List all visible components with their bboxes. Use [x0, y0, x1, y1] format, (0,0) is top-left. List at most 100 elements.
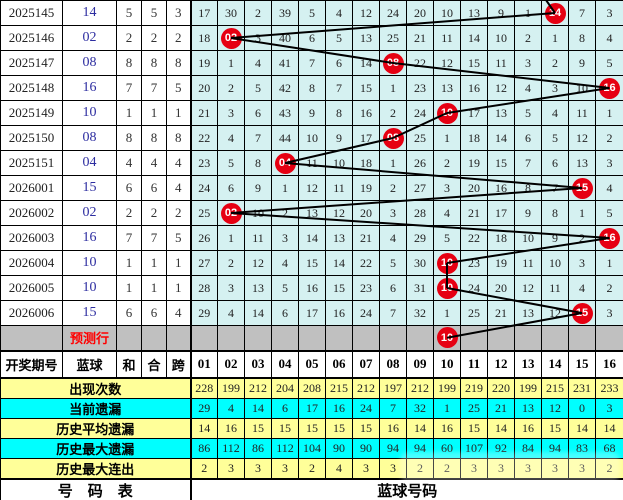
stat-row: 历史最大连出 2 3 3 3 2 4 3 3 2 2 3 3 3 3 3 2 — [0, 457, 623, 479]
grid-cell: 5 — [217, 150, 245, 176]
grid-cell: 2 — [568, 225, 596, 251]
blue-number-cell: 15 — [62, 300, 117, 326]
grid-cell: 11 — [433, 25, 461, 51]
stat-value-cell: 94 — [406, 437, 434, 459]
grid-cell: 22 — [460, 225, 488, 251]
grid-cell: 2 — [217, 250, 245, 276]
stat-value-cell: 15 — [460, 417, 488, 439]
grid-cell: 2 — [541, 50, 569, 76]
grid-cell: 30 — [217, 0, 245, 26]
grid-cell: 23 — [460, 250, 488, 276]
grid-cell: 12 — [433, 50, 461, 76]
stat-value-cell: 2 — [298, 457, 326, 479]
grid-cell: 2 — [244, 0, 272, 26]
grid-cell: 25 — [460, 300, 488, 326]
stat-value-cell: 16 — [325, 397, 353, 419]
col-number: 10 — [433, 349, 461, 379]
grid-cell: 18 — [460, 125, 488, 151]
draw-row: 2025147 08 8 8 8 19 1 4 41 7 6 14 08 22 12 15 11 3 2 9 5 — [0, 50, 623, 76]
span-cell: 5 — [166, 225, 191, 251]
blue-number-cell: 10 — [62, 275, 117, 301]
grid-cell: 7 — [568, 0, 596, 26]
grid-cell: 17 — [298, 300, 326, 326]
grid-cell: 7 — [325, 75, 353, 101]
grid-cell: 13 — [298, 200, 326, 226]
grid-cell: 17 — [352, 125, 380, 151]
stat-value-cell: 83 — [568, 437, 596, 459]
grid-cell: 12 — [298, 175, 326, 201]
stat-label: 当前遗漏 — [0, 397, 191, 419]
blue-number-cell: 08 — [62, 50, 117, 76]
header-he: 合 — [141, 349, 167, 379]
grid-cell: 16 — [595, 225, 623, 251]
blue-number-cell: 14 — [62, 0, 117, 26]
grid-cell: 22 — [406, 50, 434, 76]
grid-cell: 20 — [460, 175, 488, 201]
grid-cell: 14 — [244, 300, 272, 326]
he-cell: 8 — [141, 50, 167, 76]
header-sum: 和 — [116, 349, 142, 379]
grid-cell: 12 — [487, 75, 515, 101]
prediction-grid-cell — [487, 325, 515, 351]
stat-value-cell: 60 — [433, 437, 461, 459]
he-cell: 1 — [141, 275, 167, 301]
stat-value-cell: 14 — [244, 397, 272, 419]
blue-ball-circle: 15 — [571, 302, 593, 324]
grid-cell: 16 — [298, 275, 326, 301]
grid-cell: 7 — [541, 175, 569, 201]
grid-cell: 4 — [514, 75, 542, 101]
grid-cell: 14 — [352, 50, 380, 76]
stat-value-cell: 204 — [271, 377, 299, 399]
stat-value-cell: 228 — [189, 377, 218, 399]
grid-cell: 12 — [541, 300, 569, 326]
stat-value-cell: 2 — [433, 457, 461, 479]
prediction-grid-cell — [189, 325, 218, 351]
stat-value-cell: 14 — [189, 417, 218, 439]
stat-value-cell: 220 — [487, 377, 515, 399]
grid-cell: 19 — [352, 175, 380, 201]
grid-cell: 1 — [595, 250, 623, 276]
he-cell: 7 — [141, 75, 167, 101]
blue-number-cell: 08 — [62, 125, 117, 151]
draw-row: 2025149 10 1 1 1 21 3 6 43 9 8 16 2 24 10 17 13 5 4 11 1 — [0, 100, 623, 126]
stat-value-cell: 14 — [595, 417, 623, 439]
grid-cell: 9 — [541, 225, 569, 251]
grid-cell: 1 — [379, 150, 407, 176]
grid-cell: 3 — [433, 175, 461, 201]
grid-cell: 16 — [487, 175, 515, 201]
he-cell: 1 — [141, 250, 167, 276]
grid-cell: 6 — [298, 25, 326, 51]
stat-value-cell: 3 — [595, 397, 623, 419]
grid-cell: 12 — [325, 200, 353, 226]
grid-cell: 24 — [406, 100, 434, 126]
grid-cell: 2 — [433, 150, 461, 176]
period-cell: 2025147 — [0, 50, 63, 76]
stat-value-cell: 94 — [541, 437, 569, 459]
sum-cell: 8 — [116, 125, 142, 151]
grid-cell: 8 — [541, 200, 569, 226]
span-cell: 4 — [166, 300, 191, 326]
grid-cell: 10 — [325, 150, 353, 176]
stat-value-cell: 233 — [595, 377, 623, 399]
grid-cell: 14 — [541, 0, 569, 26]
header-span: 跨 — [166, 349, 191, 379]
blue-ball-circle: 02 — [220, 27, 242, 49]
stat-value-cell: 231 — [568, 377, 596, 399]
grid-cell: 1 — [271, 175, 299, 201]
grid-cell: 5 — [379, 250, 407, 276]
grid-cell: 14 — [460, 25, 488, 51]
grid-cell: 10 — [487, 25, 515, 51]
stat-value-cell: 3 — [541, 457, 569, 479]
stat-value-cell: 212 — [244, 377, 272, 399]
span-cell: 4 — [166, 150, 191, 176]
grid-cell: 4 — [217, 300, 245, 326]
grid-cell: 5 — [298, 0, 326, 26]
col-number: 08 — [379, 349, 407, 379]
grid-cell: 6 — [514, 125, 542, 151]
grid-cell: 32 — [406, 300, 434, 326]
stat-value-cell: 0 — [568, 397, 596, 419]
grid-cell: 17 — [460, 100, 488, 126]
stat-value-cell: 208 — [298, 377, 326, 399]
